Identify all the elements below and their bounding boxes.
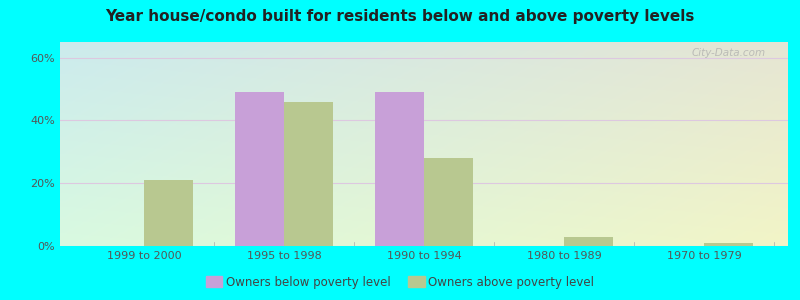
Bar xyxy=(144,180,193,246)
Text: Year house/condo built for residents below and above poverty levels: Year house/condo built for residents bel… xyxy=(106,9,694,24)
Bar xyxy=(564,237,613,246)
Bar xyxy=(704,243,753,246)
Bar xyxy=(284,102,333,246)
Bar xyxy=(424,158,473,246)
Bar xyxy=(375,92,424,246)
Bar xyxy=(235,92,284,246)
Text: City-Data.com: City-Data.com xyxy=(692,48,766,58)
Legend: Owners below poverty level, Owners above poverty level: Owners below poverty level, Owners above… xyxy=(201,272,599,294)
